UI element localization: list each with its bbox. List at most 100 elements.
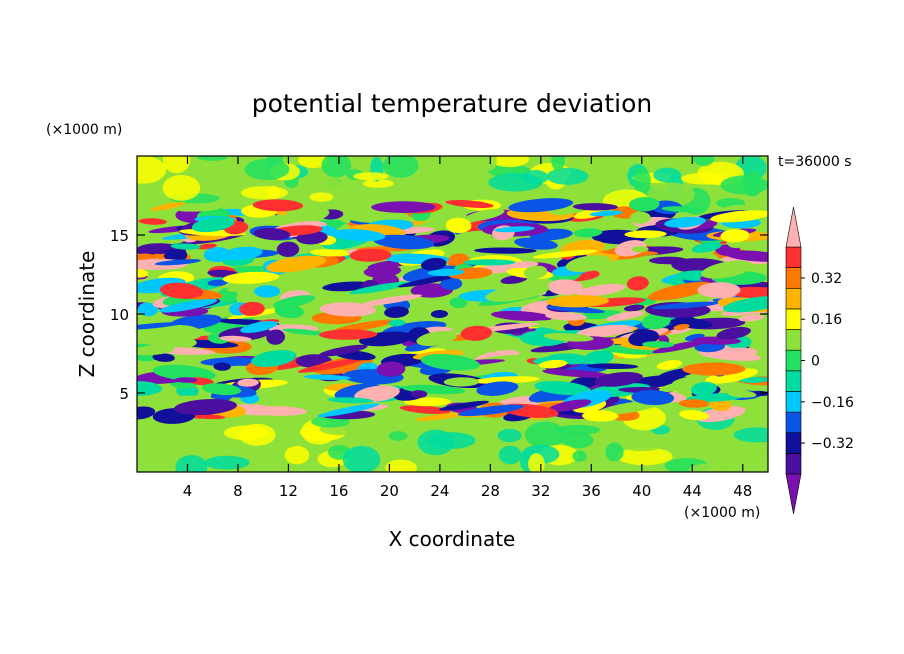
field-lens [679, 410, 709, 421]
field-patch [137, 183, 170, 205]
field-lens [297, 358, 363, 373]
field-lens [738, 314, 765, 322]
field-lens [219, 335, 252, 342]
field-lens [363, 265, 402, 278]
colorbar-extend-high [785, 206, 802, 248]
field-lens [349, 248, 392, 262]
field-lens [651, 301, 720, 310]
field-lens [716, 326, 751, 340]
field-lens [276, 241, 300, 257]
field-lens [691, 241, 722, 253]
field-lens [641, 313, 671, 330]
field-lens [576, 324, 635, 338]
field-patch [382, 156, 419, 178]
field-lens [457, 404, 525, 417]
chart-title: potential temperature deviation [252, 89, 652, 118]
field-lens [723, 296, 768, 313]
x-tick-label: 28 [481, 482, 500, 500]
field-lens [623, 304, 645, 312]
field-patch [653, 167, 682, 183]
field-lens [678, 399, 710, 408]
field-lens [327, 397, 374, 404]
field-lens [207, 279, 228, 287]
field-lens [701, 260, 753, 279]
field-lens [705, 368, 759, 384]
field-lens [573, 228, 603, 238]
field-patch [632, 167, 651, 194]
field-lens [376, 361, 406, 377]
field-lens [629, 211, 651, 224]
x-ticks: 4 8 12 16 20 24 28 32 36 40 44 48 [183, 156, 752, 500]
colorbar-tick-label: 0 [811, 354, 820, 370]
field-lens [318, 344, 368, 357]
field-lens [237, 378, 259, 387]
colorbar-segment [785, 453, 802, 475]
field-lens [174, 377, 198, 383]
field-lens [152, 353, 175, 362]
field-lens [584, 350, 614, 365]
field-lens [647, 281, 714, 301]
field-lens [137, 322, 183, 330]
field-patch [385, 459, 417, 472]
field-patch [162, 175, 201, 201]
field-lens [416, 330, 457, 347]
field-lens [420, 257, 447, 271]
field-patch [388, 431, 408, 441]
field-lens [266, 255, 327, 273]
colorbar-segment [785, 370, 802, 392]
field-lens [476, 381, 519, 396]
field-lens [464, 208, 505, 222]
colorbar: 0.32 0.16 0 −0.16 −0.32 [785, 206, 854, 515]
field-lens [203, 247, 231, 262]
field-lens [576, 283, 626, 297]
field-lens [226, 286, 257, 292]
field-patch [353, 172, 389, 181]
field-lens [682, 362, 746, 376]
field-lens [331, 229, 386, 242]
field-lens [582, 410, 619, 422]
field-lens [664, 317, 713, 329]
field-patch [733, 427, 768, 443]
field-lens [729, 286, 768, 300]
time-label: t=36000 s [778, 154, 852, 170]
field-lens [415, 411, 472, 422]
field-lens [240, 321, 278, 333]
field-patch [524, 421, 566, 449]
field-lens [710, 210, 768, 223]
field-lens [532, 249, 598, 259]
field-lens [589, 210, 623, 217]
field-lens [603, 217, 624, 228]
field-patch [562, 431, 594, 449]
field-lens [508, 198, 574, 213]
field-lens [572, 203, 618, 211]
field-lens [319, 329, 378, 340]
x-tick-label: 48 [733, 482, 752, 500]
field-lens [606, 311, 645, 321]
field-lens [397, 274, 460, 288]
field-lens [547, 279, 584, 295]
field-patch [267, 185, 281, 200]
x-tick-label: 40 [632, 482, 651, 500]
field-lens [725, 250, 768, 262]
field-lens [543, 332, 594, 342]
field-lens [534, 381, 591, 396]
field-patch [605, 442, 624, 462]
field-patch [309, 192, 334, 202]
field-lens [726, 390, 757, 398]
field-patch [192, 159, 236, 175]
field-lens [159, 282, 204, 299]
colorbar-tick-label: 0.32 [811, 271, 842, 287]
field-lens [709, 398, 732, 412]
colorbar-tick-label: −0.32 [811, 436, 854, 452]
field-lens [641, 341, 675, 348]
field-lens [690, 381, 717, 396]
field-lens [472, 376, 540, 384]
field-patch [681, 172, 729, 185]
field-lens [137, 302, 158, 317]
field-lens [213, 362, 231, 371]
field-lens [440, 277, 463, 291]
field-lens [485, 283, 550, 302]
field-lens [463, 259, 516, 266]
field-lens [174, 205, 220, 212]
field-patch [546, 167, 589, 185]
